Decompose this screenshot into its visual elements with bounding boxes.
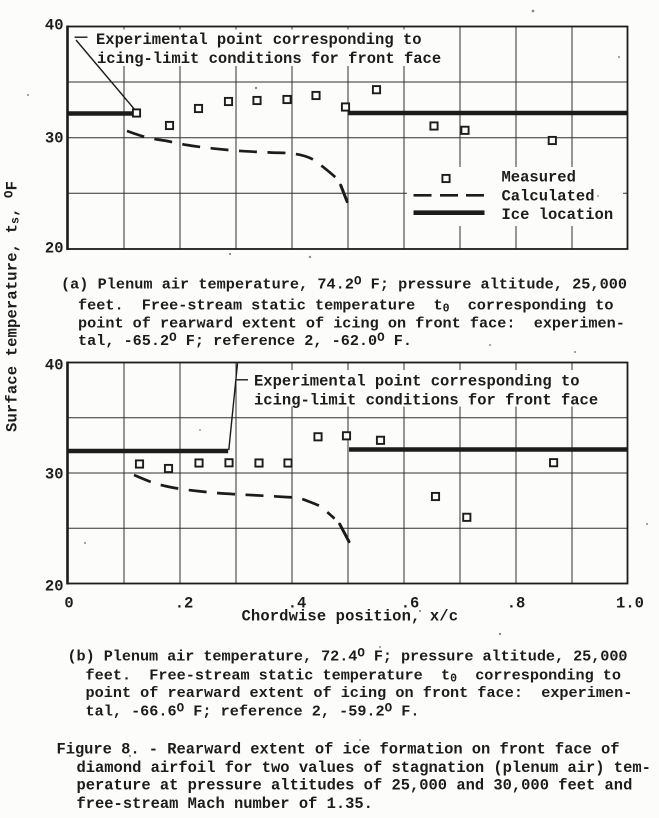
svg-text:Calculated: Calculated — [502, 187, 595, 205]
svg-text:(a) Plenum air temperature, 74: (a) Plenum air temperature, 74.2O F; pre… — [61, 274, 627, 293]
svg-text:.4: .4 — [288, 595, 307, 613]
svg-text:40: 40 — [45, 356, 64, 374]
svg-text:point of rearward extent of ic: point of rearward extent of icing on fro… — [86, 684, 633, 702]
svg-text:feet. Free-stream static temp: feet. Free-stream static temperature t0 … — [78, 296, 614, 315]
svg-text:Chordwise position, x/c: Chordwise position, x/c — [242, 608, 459, 626]
svg-text:icing-limit conditions for fro: icing-limit conditions for front face — [97, 50, 441, 68]
svg-text:Experimental point correspondi: Experimental point corresponding to — [96, 31, 422, 49]
svg-text:20: 20 — [45, 240, 64, 258]
svg-text:Figure 8. - Rearward extent of: Figure 8. - Rearward extent of ice forma… — [57, 741, 620, 759]
svg-text:Measured: Measured — [502, 169, 576, 187]
svg-text:tal, -65.2O F; reference 2, -6: tal, -65.2O F; reference 2, -62.0O F. — [78, 331, 412, 350]
svg-text:icing-limit conditions for fro: icing-limit conditions for front face — [254, 391, 598, 409]
svg-text:perature at pressure altitudes: perature at pressure altitudes of 25,000… — [77, 777, 633, 795]
svg-text:.2: .2 — [175, 595, 194, 613]
svg-text:Surface temperature, ts, OF: Surface temperature, ts, OF — [2, 181, 23, 432]
svg-text:point of rearward extent of ic: point of rearward extent of icing on fro… — [78, 314, 625, 332]
svg-text:0: 0 — [64, 595, 73, 613]
svg-text:30: 30 — [45, 466, 64, 484]
svg-text:.8: .8 — [507, 595, 526, 613]
svg-text:feet. Free-stream static temp: feet. Free-stream static temperature t0 … — [86, 667, 622, 686]
svg-text:20: 20 — [45, 577, 64, 595]
svg-text:(b) Plenum air temperature, 72: (b) Plenum air temperature, 72.4O F; pre… — [68, 646, 628, 665]
svg-text:Ice location: Ice location — [502, 206, 614, 224]
svg-text:1.0: 1.0 — [616, 595, 644, 613]
svg-text:diamond airfoil for two values: diamond airfoil for two values of stagna… — [77, 759, 651, 777]
svg-text:tal, -66.6O F; reference 2, -5: tal, -66.6O F; reference 2, -59.2O F. — [86, 701, 420, 720]
svg-text:.6: .6 — [401, 595, 420, 613]
svg-text:free-stream Mach number of 1.3: free-stream Mach number of 1.35. — [77, 795, 373, 813]
svg-text:40: 40 — [45, 17, 64, 35]
svg-text:30: 30 — [45, 129, 64, 147]
svg-text:Experimental point correspondi: Experimental point corresponding to — [254, 372, 580, 390]
